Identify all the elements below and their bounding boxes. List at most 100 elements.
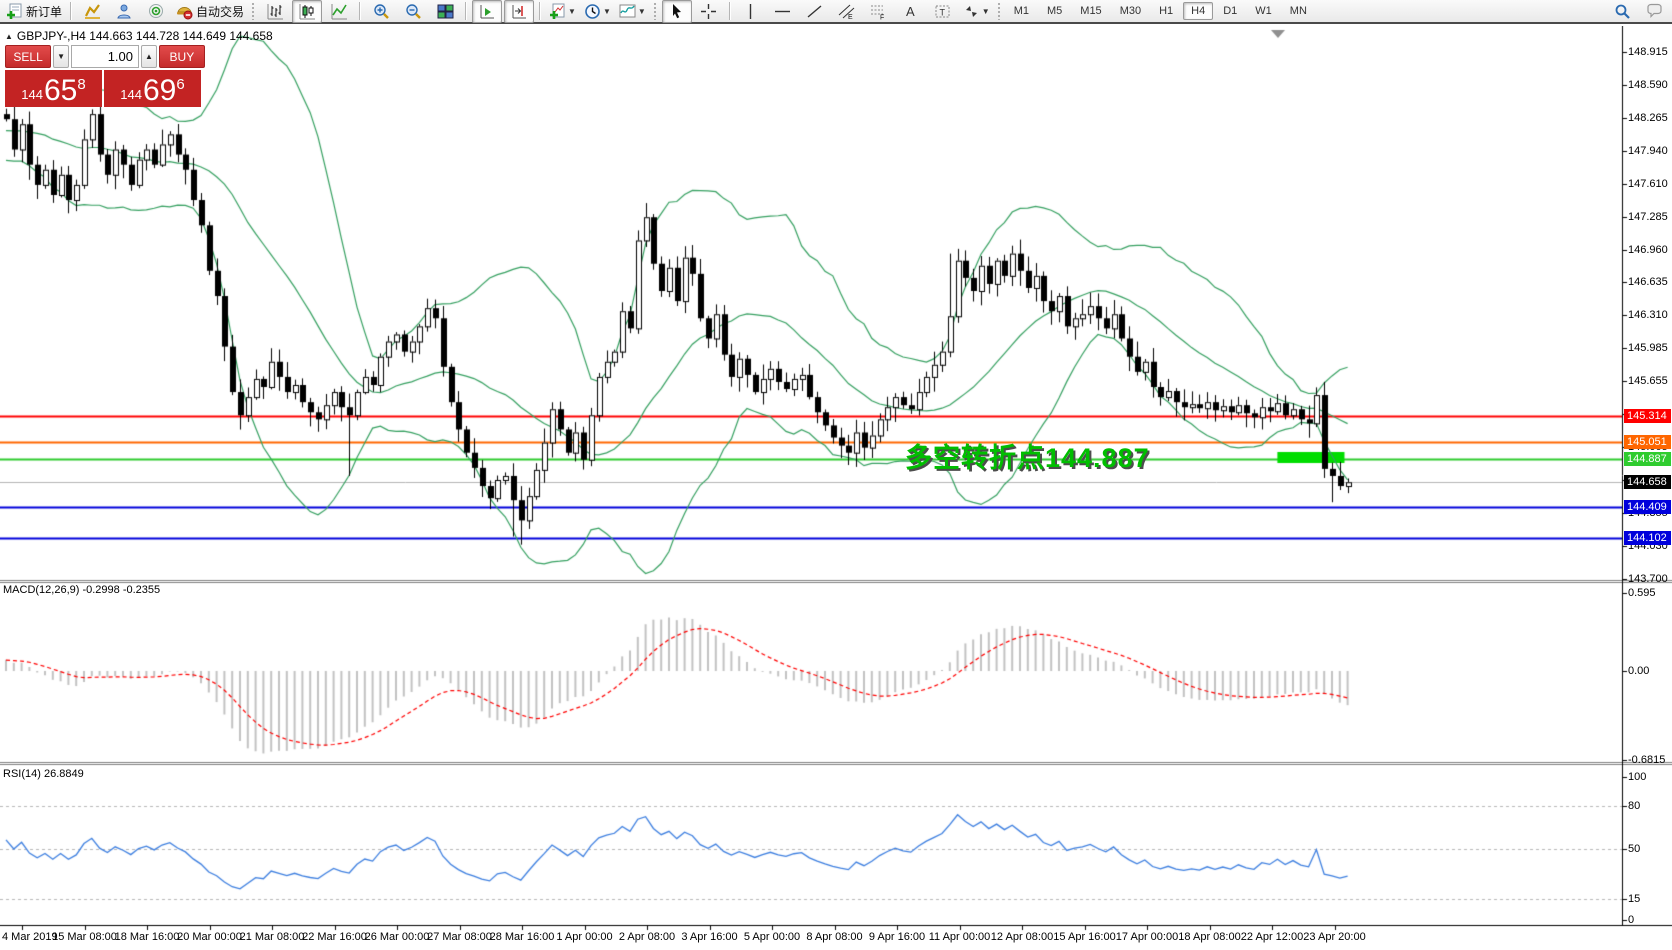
templates-button[interactable]: ▼ [616,0,649,23]
time-axis-label: 27 Mar 08:00 [427,931,492,943]
price-axis-tick: 146.310 [1628,309,1668,322]
add-indicator-icon [549,3,566,20]
toolbar-separator [70,2,73,20]
chevron-down-icon[interactable]: ▼ [981,6,990,16]
chevron-down-icon[interactable]: ▼ [568,6,576,16]
chart-canvas[interactable] [0,26,1672,950]
trendline-icon [806,3,823,20]
chevron-down-icon[interactable]: ▼ [602,6,611,16]
timeframe-M5[interactable]: M5 [1047,5,1063,17]
signals-button[interactable] [141,0,171,23]
zoom-in-button[interactable] [366,0,396,23]
add-indicator-button[interactable]: ▼ [546,0,579,23]
macd-axis-tick: 0.00 [1628,665,1650,677]
candlestick-mode-button[interactable] [292,0,323,23]
time-axis-label: 28 Mar 16:00 [489,931,555,943]
timeframe-D1[interactable]: D1 [1223,5,1238,17]
timeframe-M30[interactable]: M30 [1119,5,1142,17]
timeframe-H1[interactable]: H1 [1159,5,1174,17]
volume-input[interactable] [71,45,139,68]
sell-button[interactable]: SELL [5,45,52,68]
collapse-panel-icon[interactable]: ▲ [5,32,13,41]
bar-chart-icon [267,3,284,20]
toolbar-drag-handle[interactable] [251,2,257,20]
trendline-button[interactable] [800,0,830,23]
time-axis-label: 22 Mar 16:00 [302,931,367,943]
crosshair-icon [700,3,717,20]
fibonacci-button[interactable]: F [864,0,894,23]
rsi-axis-tick: 80 [1628,799,1641,812]
timeframe-W1[interactable]: W1 [1255,5,1272,17]
rsi-axis-tick: 50 [1628,842,1641,855]
chart-window: ▲ GBPJPY-,H4 144.663 144.728 144.649 144.… [0,26,1672,950]
text-button[interactable]: A [896,0,926,23]
timeframe-H4[interactable]: H4 [1183,2,1214,20]
feed-blue-icon [116,3,133,20]
buy-price-display[interactable]: 144 69 6 [104,70,201,107]
crosshair-button[interactable] [694,0,724,23]
data-feed-button[interactable] [109,0,139,23]
hline-icon [774,3,791,20]
line-chart-mode-button[interactable] [324,0,354,23]
main-toolbar: 新订单 自动交易 ▼ ▼ ▼ E F A T ▼ M1 M5 M15 M30 H1 H4 D1 W1 MN [0,0,1672,24]
zoom-out-icon [405,3,422,20]
time-axis-label: 2 Apr 08:00 [618,931,676,943]
price-axis-tick: 143.700 [1628,573,1668,586]
chart-shift-button[interactable] [504,0,535,23]
time-axis-label: 12 Apr 08:00 [990,931,1054,943]
timeframe-MN[interactable]: MN [1289,5,1307,17]
time-axis-label: 22 Apr 12:00 [1240,931,1304,943]
time-axis-label: 21 Mar 08:00 [239,931,305,943]
new-order-label: 新订单 [26,4,63,19]
text-label-button[interactable]: T [928,0,958,23]
time-axis-label: 3 Apr 16:00 [681,931,738,943]
volume-increase-button[interactable]: ▲ [141,45,157,68]
cursor-button[interactable] [661,0,692,23]
volume-decrease-button[interactable]: ▼ [53,45,69,68]
chevron-down-icon[interactable]: ▼ [637,6,646,16]
rsi-axis-tick: 15 [1628,892,1641,905]
price-axis-tick: 148.590 [1628,78,1668,91]
timeframe-M1[interactable]: M1 [1013,5,1029,17]
price-axis-tick: 146.635 [1628,276,1668,289]
price-axis-tick: 148.915 [1628,46,1668,58]
template-icon [619,3,636,20]
time-axis-label: 11 Apr 00:00 [928,931,991,943]
time-axis-label: 20 Mar 00:00 [177,931,242,943]
signal-green-icon [148,3,165,20]
chat-icon [1646,3,1663,20]
macd-axis-tick: -0.6815 [1628,754,1666,767]
bar-chart-mode-button[interactable] [260,0,290,23]
time-axis-label: 9 Apr 16:00 [868,931,926,943]
toolbar-drag-handle[interactable] [996,2,1002,20]
vertical-line-button[interactable] [736,0,766,23]
periods-button[interactable]: ▼ [581,0,614,23]
tile-windows-button[interactable] [430,0,460,23]
auto-trading-button[interactable]: 自动交易 [173,0,247,23]
horizontal-line-button[interactable] [768,0,798,23]
search-button[interactable] [1607,0,1637,23]
arrows-icon [963,3,980,20]
macd-axis-tick: 0.595 [1628,586,1656,599]
chart-title: ▲ GBPJPY-,H4 144.663 144.728 144.649 144.… [5,29,273,43]
ohlc-readout: 144.663 144.728 144.649 144.658 [89,29,273,43]
time-axis-label: 5 Apr 00:00 [743,931,801,943]
autotrade-icon [176,3,193,20]
auto-scroll-button[interactable] [472,0,503,23]
equidistant-channel-button[interactable]: E [832,0,862,23]
time-axis-label: 4 Mar 2019 [2,931,58,943]
zoom-out-button[interactable] [398,0,428,23]
buy-button[interactable]: BUY [158,45,205,68]
price-level-badge: 145.314 [1624,408,1671,423]
line-chart-icon [331,3,348,20]
arrows-button[interactable]: ▼ [960,0,993,23]
timeframe-M15[interactable]: M15 [1080,5,1102,17]
sell-price-display[interactable]: 144 65 8 [5,70,102,107]
toolbar-drag-handle[interactable] [652,2,658,20]
chat-button[interactable] [1639,0,1669,23]
price-axis-tick: 147.285 [1628,210,1668,223]
new-order-button[interactable]: 新订单 [3,0,65,23]
market-gold-icon [84,3,101,20]
market-watch-button[interactable] [77,0,107,23]
